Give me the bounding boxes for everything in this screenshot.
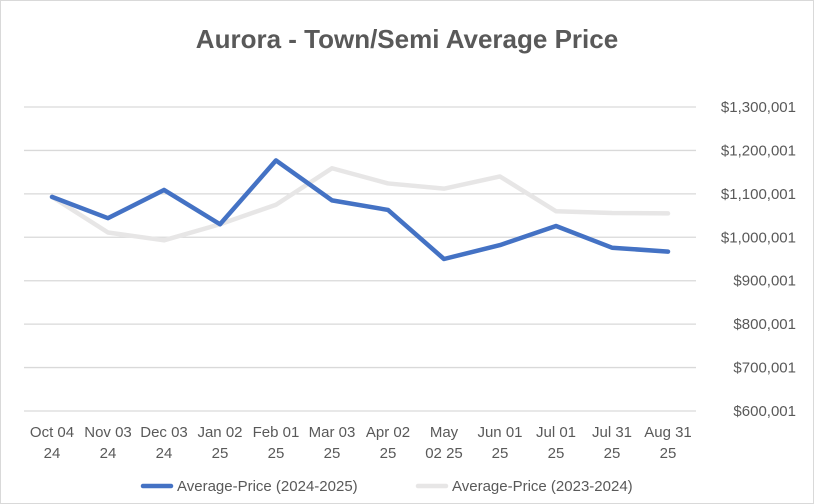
x-tick-label: 24 (44, 445, 61, 462)
series-lines (49, 158, 671, 262)
chart-title: Aurora - Town/Semi Average Price (196, 24, 618, 54)
x-tick-label: Aug 31 (644, 424, 692, 441)
y-tick-label: $900,001 (733, 273, 796, 290)
y-tick-label: $1,100,001 (721, 186, 796, 203)
x-tick-label: 25 (380, 445, 397, 462)
x-tick-label: Jun 01 (477, 424, 522, 441)
x-tick-label: Nov 03 (84, 424, 132, 441)
x-tick-label: Mar 03 (309, 424, 356, 441)
x-tick-label: 25 (212, 445, 229, 462)
y-tick-label: $700,001 (733, 360, 796, 377)
x-tick-label: May (430, 424, 459, 441)
x-tick-label: 25 (660, 445, 677, 462)
x-tick-label: Oct 04 (30, 424, 74, 441)
y-tick-label: $800,001 (733, 316, 796, 333)
gridlines (24, 106, 696, 412)
legend-label-0: Average-Price (2024-2025) (177, 478, 358, 495)
x-tick-label: Jan 02 (197, 424, 242, 441)
y-tick-label: $1,300,001 (721, 99, 796, 116)
x-tick-label: 25 (492, 445, 509, 462)
x-tick-label: 24 (100, 445, 117, 462)
x-tick-label: 25 (268, 445, 285, 462)
legend-label-1: Average-Price (2023-2024) (452, 478, 633, 495)
x-tick-label: Jul 01 (536, 424, 576, 441)
x-tick-label: Feb 01 (253, 424, 300, 441)
x-tick-label: 24 (156, 445, 173, 462)
y-axis-ticks: $600,001 $700,001 $800,001 $900,001 $1,000,0… (721, 99, 796, 420)
x-tick-label: Dec 03 (140, 424, 188, 441)
x-tick-label: Apr 02 (366, 424, 410, 441)
x-tick-label: 25 (548, 445, 565, 462)
x-tick-label: 02 25 (425, 445, 463, 462)
x-tick-label: 25 (324, 445, 341, 462)
y-tick-label: $1,000,001 (721, 229, 796, 246)
legend: Average-Price (2024-2025) Average-Price (… (140, 478, 633, 495)
series-line-1 (49, 165, 671, 243)
y-tick-label: $600,001 (733, 403, 796, 420)
x-axis-ticks: Oct 04 24 Nov 03 24 Dec 03 24 Jan 02 25 Feb 01 25… (30, 424, 692, 462)
x-tick-label: 25 (604, 445, 621, 462)
series-line-0 (49, 158, 671, 262)
y-tick-label: $1,200,001 (721, 142, 796, 159)
x-tick-label: Jul 31 (592, 424, 632, 441)
